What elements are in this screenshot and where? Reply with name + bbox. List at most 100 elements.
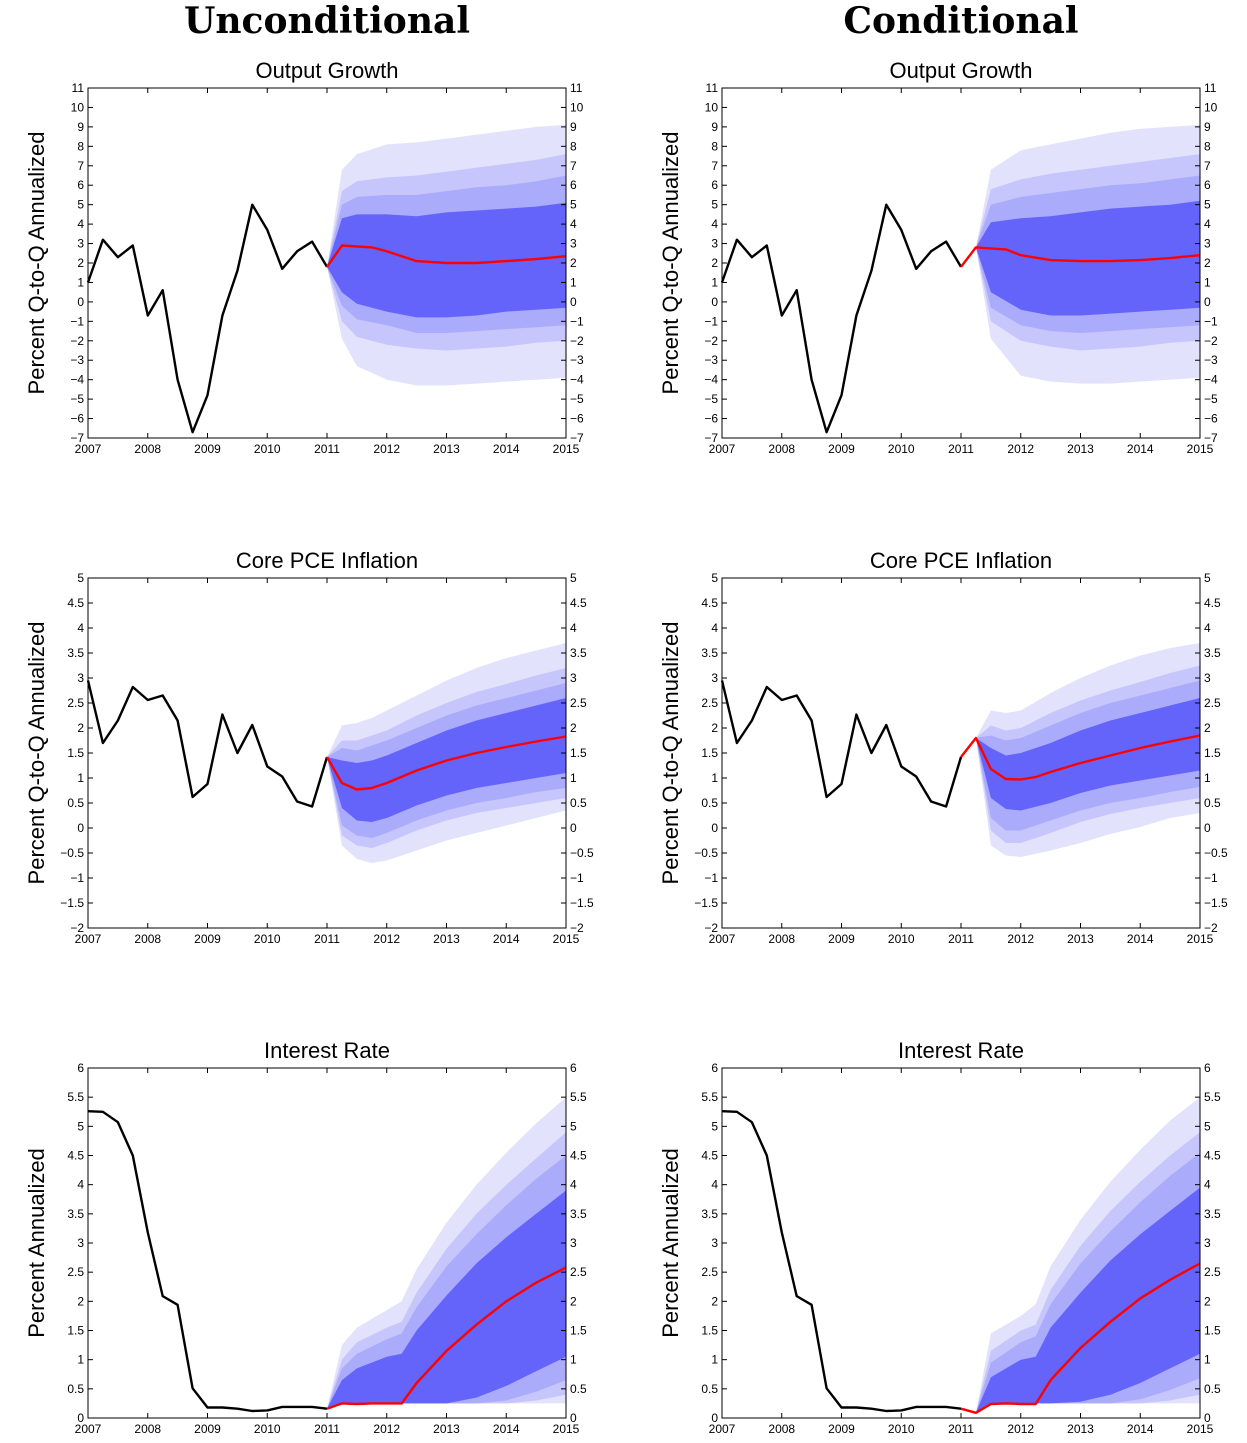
y-tick-label-right: 1 (570, 1353, 577, 1367)
y-tick-label-right: 5 (570, 198, 577, 212)
y-tick-label-left: −2 (70, 334, 84, 348)
y-tick-label-left: 4 (77, 1178, 84, 1192)
x-tick-label: 2013 (433, 1422, 460, 1436)
x-tick-label: 2011 (314, 932, 340, 946)
chart-title-interest-rate: Interest Rate (898, 1038, 1024, 1063)
x-tick-label: 2010 (254, 932, 281, 946)
y-tick-label-right: −0.5 (1204, 846, 1228, 860)
median-forecast-line (960, 1262, 1201, 1414)
y-tick-label-right: 1 (570, 275, 577, 289)
x-tick-label: 2015 (553, 1422, 580, 1436)
y-tick-label-left: 1.5 (67, 1324, 84, 1338)
y-tick-label-right: −2 (570, 921, 584, 935)
y-tick-label-left: 3.5 (701, 1207, 718, 1221)
y-tick-label-right: −6 (1204, 412, 1218, 426)
y-tick-label-left: 0.5 (701, 1382, 718, 1396)
y-tick-label-left: 1.5 (701, 1324, 718, 1338)
chart-panel-core-pce-inflation-unconditional: −2 −2 −1.5 −1.5 −1 −1 −0.5 −0.5 0 0 0.5 0.5 1 1 1.5 1.5… (24, 548, 594, 946)
y-tick-label-right: 7 (570, 159, 577, 173)
y-tick-label-left: 3 (77, 671, 84, 685)
x-tick-label: 2010 (888, 442, 915, 456)
y-tick-label-left: −3 (704, 353, 718, 367)
y-tick-label-right: 6 (1204, 178, 1211, 192)
y-tick-label-left: −1 (704, 871, 718, 885)
band-inner (975, 1187, 1200, 1413)
x-tick-label: 2013 (1067, 442, 1094, 456)
y-tick-label-left: −0.5 (60, 846, 84, 860)
x-tick-label: 2007 (75, 1422, 102, 1436)
y-tick-label-left: 4.5 (67, 1149, 84, 1163)
y-tick-label-left: 1 (77, 275, 84, 289)
x-tick-label: 2008 (134, 442, 161, 456)
chart-title-core-pce-inflation: Core PCE Inflation (870, 548, 1052, 573)
chart-panel-output-growth-conditional: −7 −7−6 −6−5 −5−4 −4−3 −3−2 −2−1 −10 01 12 23 34 45 5… (658, 58, 1218, 456)
y-tick-label-left: 1 (711, 275, 718, 289)
x-tick-label: 2014 (1127, 1422, 1154, 1436)
y-tick-label-left: 0 (711, 295, 718, 309)
y-tick-label-right: 0.5 (1204, 1382, 1221, 1396)
x-tick-label: 2014 (493, 1422, 520, 1436)
y-tick-label-left: 3 (711, 1236, 718, 1250)
x-tick-label: 2013 (433, 442, 460, 456)
median-forecast-line (325, 735, 567, 791)
x-tick-label: 2012 (1007, 1422, 1034, 1436)
y-tick-label-left: 2 (77, 721, 84, 735)
y-tick-label-left: 4 (77, 621, 84, 635)
y-tick-label-right: 0 (570, 821, 577, 835)
y-tick-label-right: 9 (1204, 120, 1211, 134)
y-axis-label: Percent Annualized (658, 1148, 683, 1338)
y-tick-label-right: −1 (1204, 314, 1218, 328)
y-tick-label-left: 2 (77, 256, 84, 270)
y-tick-label-right: −7 (1204, 431, 1218, 445)
y-tick-label-right: −5 (1204, 392, 1218, 406)
x-tick-label: 2011 (948, 1422, 974, 1436)
y-tick-label-right: −3 (570, 353, 584, 367)
y-tick-label-right: 4.5 (1204, 596, 1221, 610)
chart-panel-interest-rate-conditional: 0 0 0.5 0.5 1 1 1.5 1.5 2 2 2.5 2.5 3 3 3.5 3.5 4 4 4.5 4.5… (658, 1038, 1221, 1436)
y-tick-label-left: 2.5 (701, 696, 718, 710)
y-tick-label-right: −6 (570, 412, 584, 426)
y-tick-label-right: −0.5 (570, 846, 594, 860)
y-tick-label-right: 5.5 (1204, 1090, 1221, 1104)
x-tick-label: 2007 (709, 442, 736, 456)
y-tick-label-left: 9 (711, 120, 718, 134)
y-tick-label-left: 0 (77, 821, 84, 835)
y-tick-label-right: 0.5 (570, 796, 587, 810)
y-tick-label-right: 3.5 (1204, 646, 1221, 660)
y-tick-label-left: 3 (77, 237, 84, 251)
y-tick-label-right: 2.5 (570, 696, 587, 710)
y-tick-label-right: −2 (570, 334, 584, 348)
x-tick-label: 2007 (75, 932, 102, 946)
y-tick-label-left: −6 (704, 412, 718, 426)
x-tick-label: 2015 (553, 932, 580, 946)
y-tick-label-left: −2 (704, 334, 718, 348)
x-tick-label: 2009 (828, 442, 855, 456)
y-tick-label-right: 3 (570, 1236, 577, 1250)
chart-panel-output-growth-unconditional: −7 −7−6 −6−5 −5−4 −4−3 −3−2 −2−1 −10 01 12 23 34 45 5… (24, 58, 584, 456)
y-tick-label-right: 2 (1204, 1294, 1211, 1308)
x-tick-label: 2010 (888, 1422, 915, 1436)
x-tick-label: 2009 (194, 1422, 221, 1436)
y-tick-label-right: 3.5 (570, 1207, 587, 1221)
x-tick-label: 2010 (888, 932, 915, 946)
chart-title-output-growth: Output Growth (889, 58, 1032, 83)
y-tick-label-left: 2.5 (67, 1265, 84, 1279)
y-tick-label-left: 5 (711, 1119, 718, 1133)
chart-panel-interest-rate-unconditional: 0 0 0.5 0.5 1 1 1.5 1.5 2 2 2.5 2.5 3 3 3.5 3.5 4 4 4.5 4.5… (24, 1038, 587, 1436)
y-tick-label-left: 8 (711, 139, 718, 153)
x-tick-label: 2014 (493, 932, 520, 946)
y-tick-label-right: 6 (570, 178, 577, 192)
x-tick-label: 2014 (1127, 932, 1154, 946)
x-tick-label: 2012 (373, 932, 400, 946)
x-tick-label: 2012 (1007, 442, 1034, 456)
y-tick-label-left: −1.5 (60, 896, 84, 910)
historical-series-line (720, 680, 963, 808)
chart-title-interest-rate: Interest Rate (264, 1038, 390, 1063)
band-inner (327, 1190, 566, 1409)
y-tick-label-left: 7 (711, 159, 718, 173)
y-tick-label-left: 2.5 (67, 696, 84, 710)
x-tick-label: 2010 (254, 1422, 281, 1436)
x-tick-label: 2011 (948, 932, 974, 946)
y-tick-label-left: 3 (77, 1236, 84, 1250)
y-tick-label-right: 4 (1204, 217, 1211, 231)
